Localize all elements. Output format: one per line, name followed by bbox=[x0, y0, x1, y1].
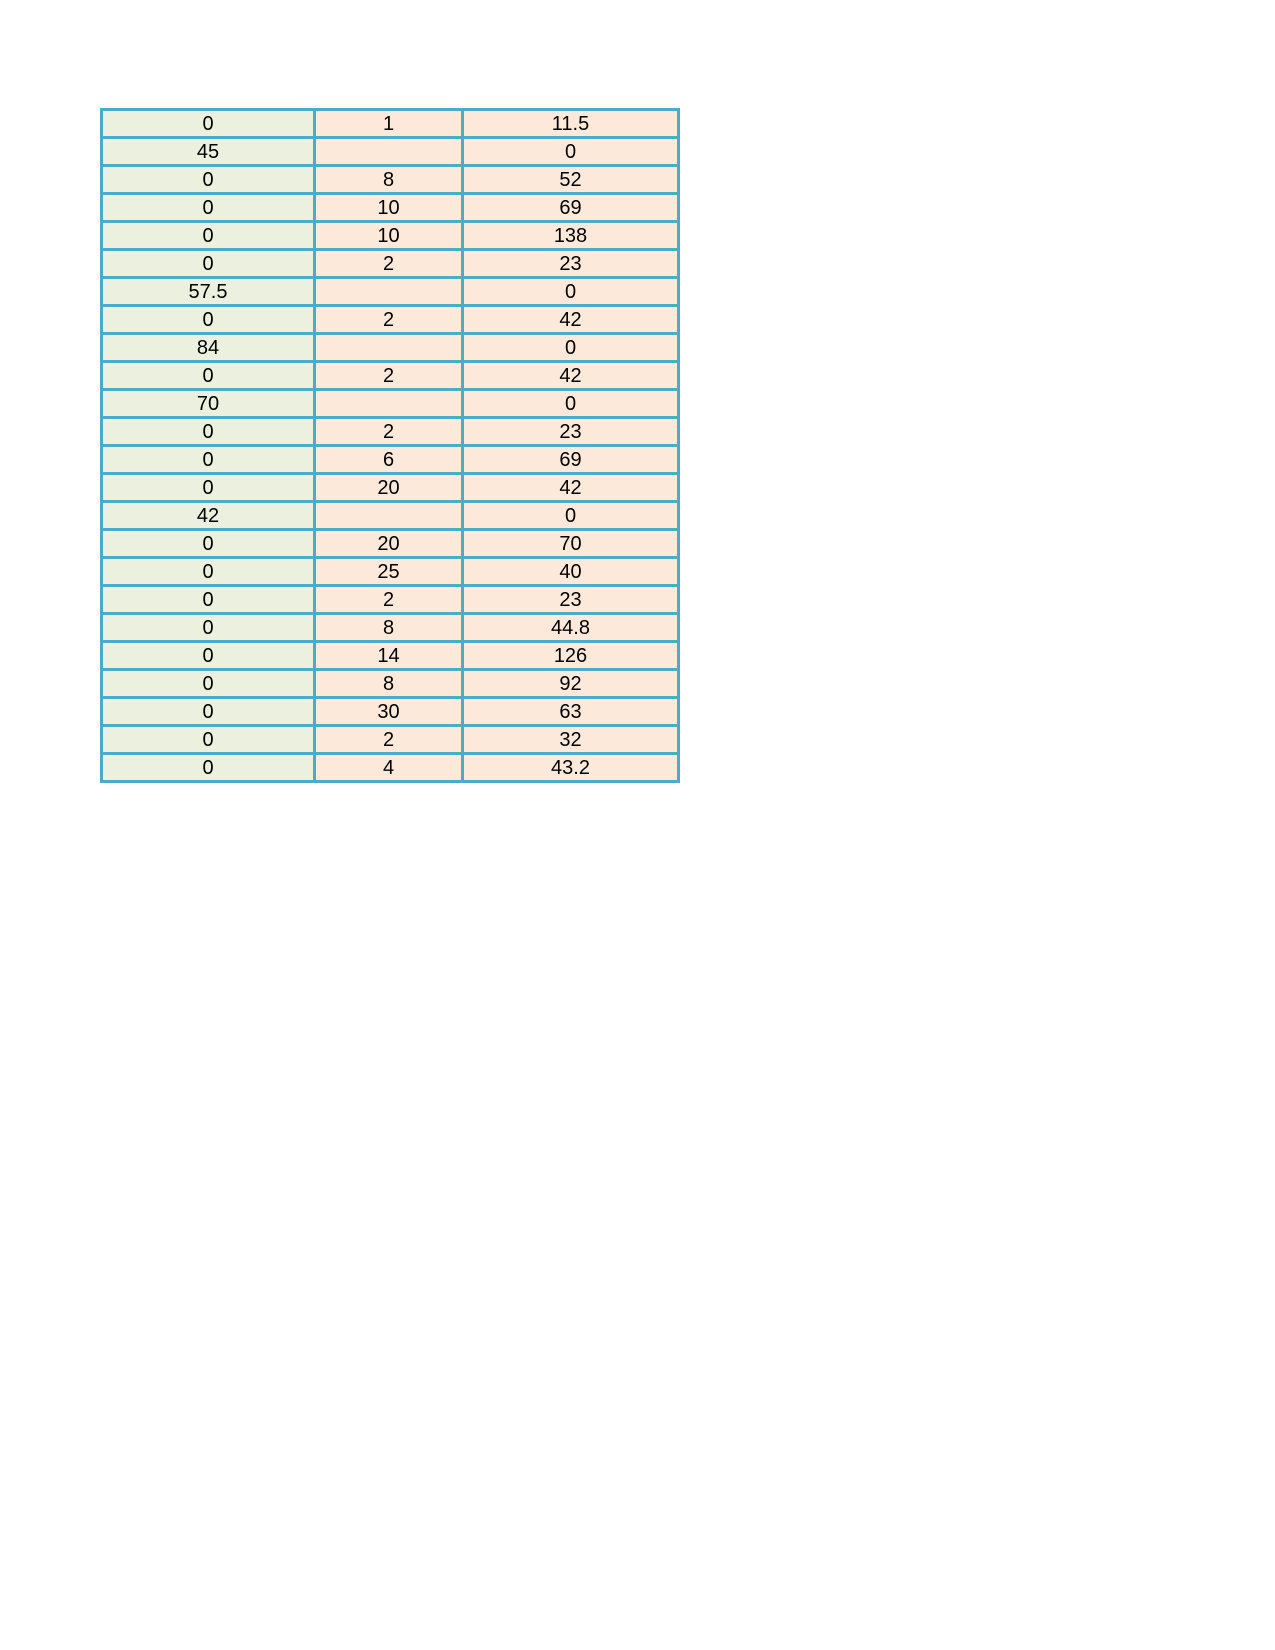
table-cell: 2 bbox=[313, 584, 464, 615]
table-cell: 40 bbox=[461, 556, 680, 587]
table-cell: 32 bbox=[461, 724, 680, 755]
table-cell: 25 bbox=[313, 556, 464, 587]
table-cell: 0 bbox=[100, 472, 316, 503]
table-cell: 0 bbox=[100, 612, 316, 643]
table-cell: 0 bbox=[100, 164, 316, 195]
table-cell: 2 bbox=[313, 360, 464, 391]
table-row: 0 14 126 bbox=[100, 640, 680, 671]
table-cell: 8 bbox=[313, 164, 464, 195]
table-cell: 0 bbox=[100, 668, 316, 699]
table-row: 0 8 92 bbox=[100, 668, 680, 699]
table-row: 70 0 bbox=[100, 388, 680, 419]
table-cell: 6 bbox=[313, 444, 464, 475]
table-cell: 42 bbox=[461, 360, 680, 391]
table-cell: 70 bbox=[100, 388, 316, 419]
table-row: 45 0 bbox=[100, 136, 680, 167]
table-cell: 0 bbox=[100, 556, 316, 587]
table-cell: 0 bbox=[100, 696, 316, 727]
table-row: 0 6 69 bbox=[100, 444, 680, 475]
table-cell: 1 bbox=[313, 108, 464, 139]
table-cell: 63 bbox=[461, 696, 680, 727]
table-cell: 0 bbox=[100, 304, 316, 335]
table-cell: 11.5 bbox=[461, 108, 680, 139]
table-cell: 2 bbox=[313, 248, 464, 279]
table-cell: 0 bbox=[100, 528, 316, 559]
table-cell: 23 bbox=[461, 248, 680, 279]
table-row: 0 20 70 bbox=[100, 528, 680, 559]
table-cell: 2 bbox=[313, 416, 464, 447]
table-row: 0 2 32 bbox=[100, 724, 680, 755]
table-cell bbox=[313, 136, 464, 167]
table-cell: 69 bbox=[461, 192, 680, 223]
table-row: 57.5 0 bbox=[100, 276, 680, 307]
table-cell: 0 bbox=[100, 416, 316, 447]
table-cell: 0 bbox=[100, 108, 316, 139]
table-cell: 8 bbox=[313, 668, 464, 699]
table-cell: 0 bbox=[461, 500, 680, 531]
table-cell: 0 bbox=[461, 388, 680, 419]
table-cell: 138 bbox=[461, 220, 680, 251]
table-cell: 0 bbox=[100, 360, 316, 391]
table-row: 0 2 42 bbox=[100, 360, 680, 391]
table-cell: 2 bbox=[313, 304, 464, 335]
table-cell: 84 bbox=[100, 332, 316, 363]
table-row: 0 10 138 bbox=[100, 220, 680, 251]
table-cell: 92 bbox=[461, 668, 680, 699]
table-cell: 126 bbox=[461, 640, 680, 671]
table-row: 0 2 42 bbox=[100, 304, 680, 335]
table-row: 0 2 23 bbox=[100, 416, 680, 447]
table-cell bbox=[313, 332, 464, 363]
table-cell: 4 bbox=[313, 752, 464, 783]
table-cell: 20 bbox=[313, 528, 464, 559]
table-cell: 45 bbox=[100, 136, 316, 167]
table-row: 0 2 23 bbox=[100, 248, 680, 279]
table-row: 0 25 40 bbox=[100, 556, 680, 587]
table-cell: 0 bbox=[461, 276, 680, 307]
table-cell: 44.8 bbox=[461, 612, 680, 643]
table-cell: 10 bbox=[313, 192, 464, 223]
table-row: 0 8 52 bbox=[100, 164, 680, 195]
table-cell: 30 bbox=[313, 696, 464, 727]
table-cell bbox=[313, 388, 464, 419]
table-cell: 57.5 bbox=[100, 276, 316, 307]
table-cell: 20 bbox=[313, 472, 464, 503]
table-row: 84 0 bbox=[100, 332, 680, 363]
table-cell: 14 bbox=[313, 640, 464, 671]
table-cell: 23 bbox=[461, 416, 680, 447]
table-cell: 0 bbox=[100, 584, 316, 615]
table-row: 0 20 42 bbox=[100, 472, 680, 503]
table-cell: 70 bbox=[461, 528, 680, 559]
table-cell: 23 bbox=[461, 584, 680, 615]
table-cell: 0 bbox=[100, 444, 316, 475]
table-row: 0 10 69 bbox=[100, 192, 680, 223]
table-cell: 43.2 bbox=[461, 752, 680, 783]
table-row: 0 1 11.5 bbox=[100, 108, 680, 139]
table-cell bbox=[313, 276, 464, 307]
table-cell: 8 bbox=[313, 612, 464, 643]
table-cell: 42 bbox=[461, 304, 680, 335]
table-cell: 0 bbox=[100, 752, 316, 783]
table-cell: 0 bbox=[461, 332, 680, 363]
table-row: 0 2 23 bbox=[100, 584, 680, 615]
table-cell: 69 bbox=[461, 444, 680, 475]
table-cell bbox=[313, 500, 464, 531]
table-cell: 42 bbox=[461, 472, 680, 503]
table-cell: 0 bbox=[100, 192, 316, 223]
table-cell: 0 bbox=[100, 248, 316, 279]
table-cell: 0 bbox=[100, 220, 316, 251]
table-cell: 42 bbox=[100, 500, 316, 531]
table-cell: 2 bbox=[313, 724, 464, 755]
table-cell: 0 bbox=[100, 640, 316, 671]
table-cell: 0 bbox=[100, 724, 316, 755]
table-cell: 52 bbox=[461, 164, 680, 195]
table-body: 0 1 11.5 45 0 0 8 52 0 10 69 0 10 138 0 2 23 57.5 0 0 2 42 84 0… bbox=[100, 108, 680, 783]
table-cell: 0 bbox=[461, 136, 680, 167]
table-row: 0 8 44.8 bbox=[100, 612, 680, 643]
table-row: 0 30 63 bbox=[100, 696, 680, 727]
data-table: 0 1 11.5 45 0 0 8 52 0 10 69 0 10 138 0 2 23 57.5 0 0 2 42 84 0… bbox=[100, 108, 680, 783]
table-row: 0 4 43.2 bbox=[100, 752, 680, 783]
table-cell: 10 bbox=[313, 220, 464, 251]
table-row: 42 0 bbox=[100, 500, 680, 531]
